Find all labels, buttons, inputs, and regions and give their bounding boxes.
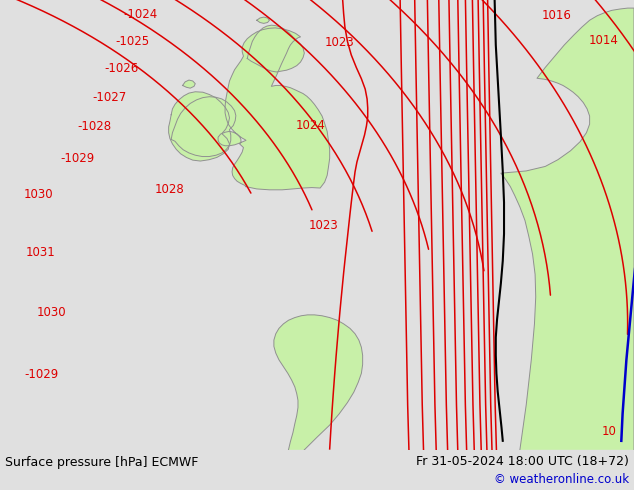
Text: -1026: -1026	[105, 62, 139, 75]
Polygon shape	[257, 17, 269, 24]
Polygon shape	[183, 80, 195, 88]
Text: © weatheronline.co.uk: © weatheronline.co.uk	[494, 473, 629, 487]
Text: 1028: 1028	[155, 183, 184, 196]
Text: -1027: -1027	[92, 91, 126, 104]
Polygon shape	[218, 28, 330, 190]
Text: 1023: 1023	[309, 220, 338, 232]
Text: -1029: -1029	[24, 368, 58, 381]
Text: 1014: 1014	[588, 34, 619, 47]
Polygon shape	[274, 315, 363, 450]
Text: 1030: 1030	[37, 306, 67, 318]
Polygon shape	[171, 97, 236, 156]
Text: 1031: 1031	[25, 246, 55, 259]
Text: 1023: 1023	[325, 36, 354, 49]
Text: -1024: -1024	[124, 8, 158, 21]
Text: 1024: 1024	[295, 120, 326, 132]
Polygon shape	[169, 92, 230, 161]
Polygon shape	[501, 8, 634, 450]
Text: -1028: -1028	[77, 121, 112, 133]
Text: 1016: 1016	[541, 9, 572, 22]
Text: 10: 10	[601, 425, 616, 439]
Text: 1030: 1030	[24, 188, 54, 201]
Text: Surface pressure [hPa] ECMWF: Surface pressure [hPa] ECMWF	[5, 456, 198, 469]
Polygon shape	[247, 25, 304, 72]
Text: Fr 31-05-2024 18:00 UTC (18+72): Fr 31-05-2024 18:00 UTC (18+72)	[416, 455, 629, 467]
Text: -1029: -1029	[60, 152, 94, 165]
Text: -1025: -1025	[115, 35, 150, 48]
